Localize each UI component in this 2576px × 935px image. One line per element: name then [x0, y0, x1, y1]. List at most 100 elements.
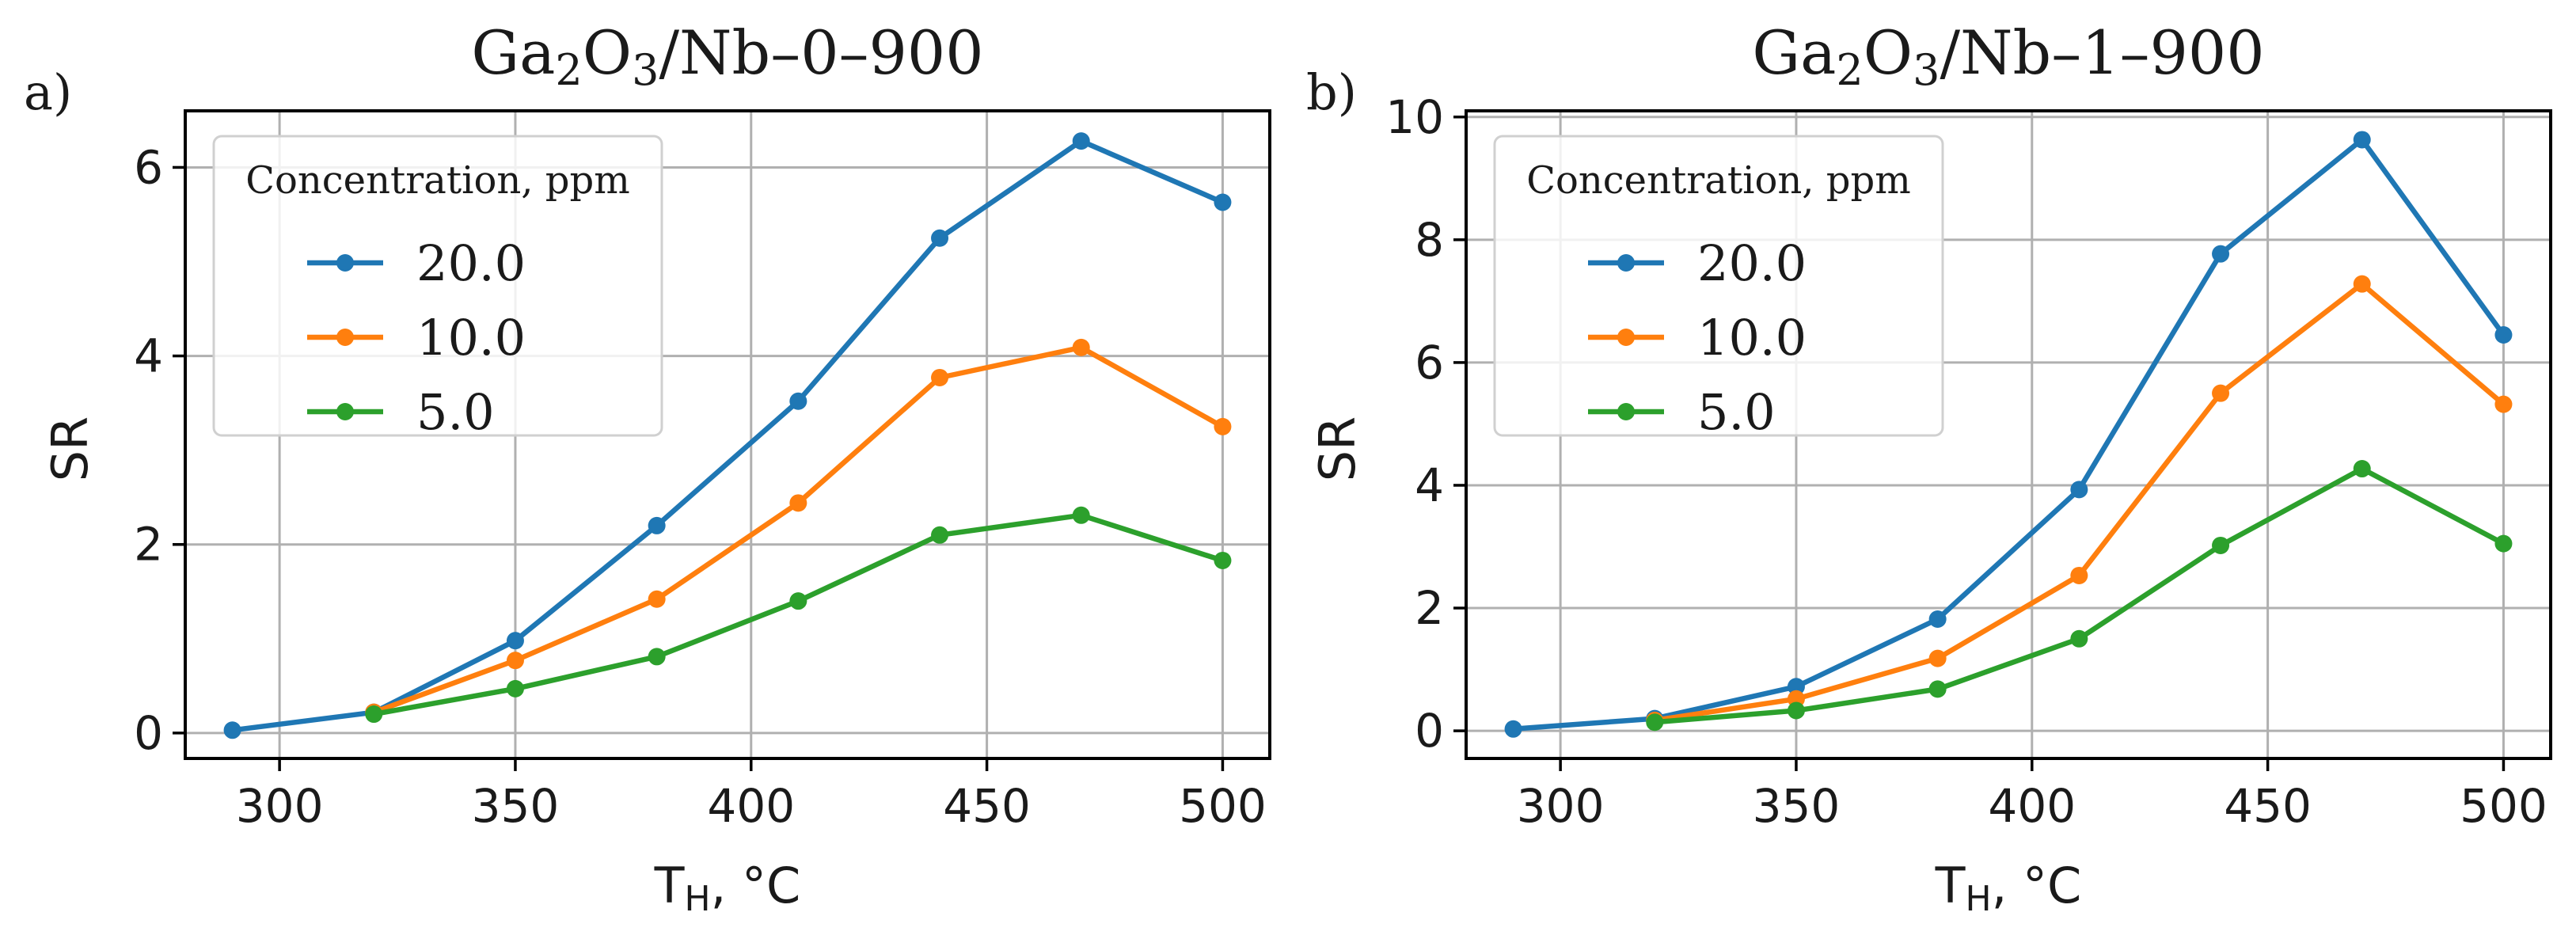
data-point — [2070, 566, 2088, 584]
series-line-20.0 — [232, 138, 1224, 733]
data-point — [1214, 193, 1232, 211]
y-tick-label: 2 — [1415, 581, 1444, 635]
x-axis-label: TH, °C — [1935, 857, 2082, 919]
axes-frame — [184, 109, 1271, 760]
x-tick-label: 300 — [1517, 779, 1605, 833]
y-tick-label: 0 — [1415, 704, 1444, 758]
data-point — [648, 590, 666, 608]
data-point — [931, 368, 949, 386]
legend-box — [212, 135, 663, 437]
legend-entry-label: 20.0 — [1697, 234, 1807, 292]
y-tick-label: 4 — [1415, 458, 1444, 512]
data-point — [2353, 131, 2371, 149]
data-point — [1214, 417, 1232, 435]
x-tick-label: 350 — [472, 779, 560, 833]
data-point — [789, 392, 807, 410]
data-point — [789, 592, 807, 610]
y-tick-label: 4 — [134, 329, 163, 383]
title-part: O — [1864, 17, 1913, 88]
title-subscript: 2 — [555, 45, 582, 95]
x-axis-label-subscript: H — [685, 879, 711, 919]
legend-swatch-marker — [336, 254, 354, 272]
title-part: Ga — [471, 17, 555, 88]
x-axis-label-part: T — [1935, 857, 1966, 914]
title-part: /Nb–1–900 — [1940, 17, 2264, 88]
legend-title: Concentration, ppm — [245, 158, 630, 203]
data-point — [1787, 701, 1805, 720]
legend-swatch-marker — [1617, 403, 1635, 420]
y-tick-label: 10 — [1385, 90, 1444, 144]
legend-entry-label: 10.0 — [416, 309, 526, 367]
data-point — [2212, 245, 2230, 263]
data-point — [648, 516, 666, 534]
chart-panel-b: 300 350 400 450 5000246810Ga2O3/Nb–1–900b)TH… — [1306, 17, 2552, 919]
x-tick-label: 450 — [943, 779, 1031, 833]
data-point — [2070, 629, 2088, 648]
data-point — [1928, 680, 1947, 698]
x-tick-label: 450 — [2224, 779, 2312, 833]
data-point — [506, 632, 524, 650]
data-point — [1072, 132, 1090, 150]
y-tick-label: 6 — [134, 140, 163, 194]
x-tick-label: 300 — [236, 779, 324, 833]
x-axis-label-subscript: H — [1966, 879, 1992, 919]
data-point — [2494, 534, 2513, 553]
data-point — [1504, 720, 1522, 738]
chart-title: Ga2O3/Nb–0–900 — [471, 17, 983, 95]
data-point — [1928, 610, 1947, 628]
x-tick-label: 500 — [1179, 779, 1267, 833]
data-point — [2212, 536, 2230, 554]
title-part: O — [583, 17, 632, 88]
x-axis-label-part: T — [654, 857, 686, 914]
data-point — [2212, 384, 2230, 402]
data-point — [648, 648, 666, 666]
data-point — [2353, 460, 2371, 478]
legend-entry-label: 5.0 — [416, 383, 495, 441]
panel-label: b) — [1306, 63, 1357, 121]
data-point — [931, 526, 949, 544]
title-subscript: 2 — [1836, 45, 1863, 95]
legend-swatch-marker — [1617, 329, 1635, 346]
data-point — [2353, 275, 2371, 293]
legend-box — [1493, 135, 1944, 437]
title-subscript: 3 — [632, 45, 659, 95]
title-part: Ga — [1752, 17, 1836, 88]
data-point — [1072, 338, 1090, 356]
y-tick-label: 8 — [1415, 213, 1444, 267]
legend-entry-label: 10.0 — [1697, 309, 1807, 367]
y-tick-label: 0 — [134, 706, 163, 760]
chart-title: Ga2O3/Nb–1–900 — [1752, 17, 2264, 95]
data-point — [1787, 678, 1805, 696]
legend-entry-label: 20.0 — [416, 234, 526, 292]
data-point — [506, 679, 524, 697]
legend-entry-label: 5.0 — [1697, 383, 1776, 441]
series-line-20.0 — [1513, 137, 2506, 732]
x-axis-label-part: , °C — [711, 857, 801, 914]
data-point — [2494, 326, 2513, 344]
x-tick-label: 400 — [707, 779, 795, 833]
data-point — [506, 652, 524, 670]
x-axis-label: TH, °C — [654, 857, 801, 919]
title-part: /Nb–0–900 — [659, 17, 983, 88]
data-point — [2070, 481, 2088, 499]
data-point — [931, 229, 949, 247]
y-tick-label: 2 — [134, 518, 163, 572]
legend-swatch-marker — [1617, 254, 1635, 272]
x-tick-label: 400 — [1988, 779, 2076, 833]
data-point — [1214, 551, 1232, 569]
legend-swatch-marker — [336, 403, 354, 420]
data-point — [365, 705, 383, 724]
data-point — [223, 721, 241, 739]
legend-title: Concentration, ppm — [1526, 158, 1911, 203]
axes-frame — [1465, 109, 2552, 760]
y-axis-label: SR — [1309, 416, 1366, 481]
x-tick-label: 350 — [1753, 779, 1841, 833]
y-tick-label: 6 — [1415, 336, 1444, 390]
data-point — [1646, 713, 1664, 732]
x-axis-label-part: , °C — [1992, 857, 2082, 914]
data-point — [1072, 506, 1090, 524]
y-axis-label: SR — [41, 416, 99, 481]
